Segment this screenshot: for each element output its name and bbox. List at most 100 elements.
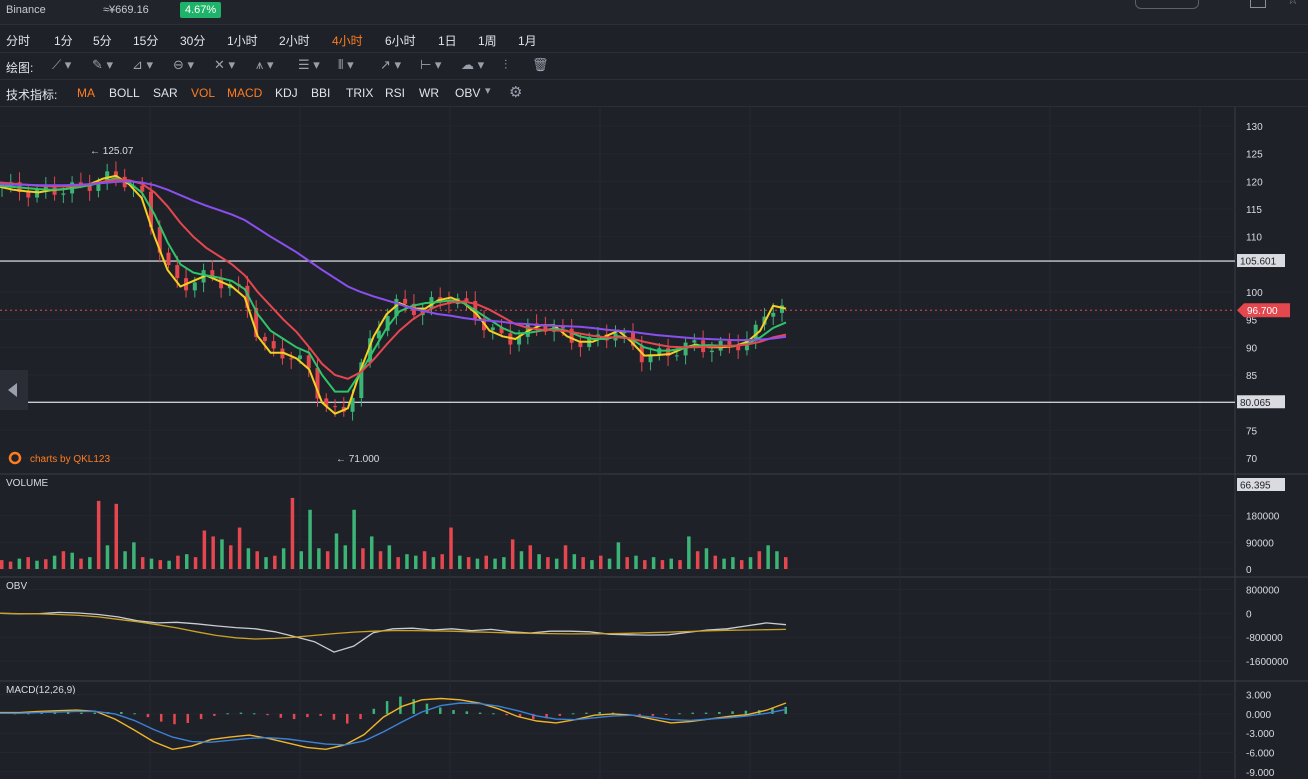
y-tick-label: 100 (1246, 288, 1263, 299)
volume-bar (669, 558, 673, 569)
macd-histogram-bar (439, 707, 442, 714)
volume-bar (273, 555, 277, 569)
volume-bar (202, 530, 207, 569)
tf-item[interactable]: 2小时 (279, 34, 310, 48)
volume-bar (466, 557, 471, 569)
macd-histogram-bar (306, 713, 309, 718)
tf-item[interactable]: 1日 (438, 34, 457, 48)
mode-pill[interactable] (1135, 0, 1199, 9)
macd-histogram-bar (412, 699, 415, 714)
volume-bar (325, 551, 330, 569)
tf-item[interactable]: 1周 (478, 34, 497, 48)
volume-bar (607, 558, 612, 569)
cross-tool-icon[interactable]: ✕ ▾ (214, 57, 236, 72)
volume-bar (158, 560, 163, 569)
y-tick-label: 90000 (1246, 538, 1274, 549)
volume-bar (105, 545, 110, 569)
y-tick-label: -800000 (1246, 633, 1283, 644)
price-level-tag (1237, 254, 1285, 268)
chevron-down-icon[interactable]: ▾ (485, 85, 491, 97)
exchange-name: Binance (6, 4, 46, 16)
volume-bar (510, 539, 515, 569)
tf-item[interactable]: 1分 (54, 34, 73, 48)
ind-boll[interactable]: BOLL (109, 86, 140, 100)
macd-histogram-bar (678, 713, 681, 715)
macd-histogram-bar (93, 712, 97, 714)
volume-bar (167, 560, 171, 569)
candle-body (674, 355, 679, 357)
candle-body (324, 398, 329, 407)
ind-macd[interactable]: MACD (227, 86, 263, 100)
candle-body (306, 355, 311, 369)
tf-item[interactable]: 30分 (180, 34, 206, 48)
tf-item[interactable]: 15分 (133, 34, 159, 48)
candle-body (569, 328, 574, 343)
tf-item[interactable]: 5分 (93, 34, 112, 48)
macd-histogram-bar (80, 712, 83, 714)
y-tick-label: 115 (1246, 205, 1262, 216)
pen-tool-icon[interactable]: ✎ ▾ (92, 57, 114, 72)
chart-toggle-icon[interactable]: ⫶ (504, 57, 508, 72)
volume-bar (775, 551, 779, 569)
star-icon[interactable]: ☆ (1287, 0, 1301, 7)
y-tick-label: -1600000 (1246, 657, 1289, 668)
volume-bar (343, 545, 348, 569)
tf-item-active[interactable]: 4小时 (332, 34, 363, 48)
ray-tool-icon[interactable]: ⊿ ▾ (132, 57, 154, 72)
candle-body (753, 324, 758, 340)
volume-bar (458, 555, 462, 569)
timeframe-bar: 分时 1分 5分 15分 30分 1小时 2小时 4小时 6小时 1日 1周 1… (0, 26, 1308, 53)
volume-bar (616, 542, 621, 569)
ind-sar[interactable]: SAR (153, 86, 178, 100)
volume-bar (246, 548, 251, 569)
candle-body (245, 285, 250, 308)
trash-icon[interactable]: 🗑 (532, 57, 549, 72)
candle-body (192, 282, 197, 291)
candle-body (683, 342, 688, 356)
y-tick-label: 70 (1246, 454, 1258, 465)
gear-icon[interactable]: ⚙ (509, 84, 523, 101)
measure-tool-icon[interactable]: ⊢ ▾ (420, 57, 442, 72)
tf-item[interactable]: 1月 (518, 34, 537, 48)
ind-kdj[interactable]: KDJ (275, 86, 298, 100)
macd-histogram-bar (133, 713, 136, 715)
chart-canvas[interactable]: 130 125 120 115 110 100 95 90 85 75 70 105.601 80.06… (0, 107, 1308, 779)
fibonacci-tool-icon[interactable]: ☰ ▾ (298, 57, 320, 72)
ind-bbi[interactable]: BBI (311, 86, 331, 100)
obv-line-1 (0, 612, 787, 640)
ind-obv[interactable]: OBV (455, 86, 481, 100)
comment-tool-icon[interactable]: ☁ ▾ (461, 57, 485, 72)
watermark-text: charts by QKL123 (30, 454, 110, 465)
ind-rsi[interactable]: RSI (385, 86, 406, 100)
volume-readout-tag (1237, 478, 1285, 491)
volume-bar (704, 548, 709, 569)
ind-vol[interactable]: VOL (191, 86, 216, 100)
y-tick-label: -6.000 (1246, 749, 1275, 760)
volume-bar (634, 555, 638, 569)
arrow-tool-icon[interactable]: ↗ ▾ (380, 57, 402, 72)
volume-bar (361, 548, 365, 569)
ind-wr[interactable]: WR (419, 86, 439, 100)
tf-item[interactable]: 分时 (6, 34, 31, 48)
circle-tool-icon[interactable]: ⊖ ▾ (173, 57, 195, 72)
candle-body (297, 355, 302, 360)
volume-bar (114, 503, 119, 569)
volume-bar (687, 536, 691, 569)
candle-body (175, 265, 180, 279)
ind-trix[interactable]: TRIX (346, 86, 374, 100)
collapse-sidebar-button[interactable] (0, 370, 28, 410)
candle-body (736, 344, 741, 351)
volume-bar (722, 558, 726, 569)
window-icon[interactable] (1250, 0, 1266, 8)
tf-item[interactable]: 6小时 (385, 34, 416, 48)
ind-ma[interactable]: MA (77, 86, 95, 100)
pattern-tool-icon[interactable]: ⩚ ▾ (256, 57, 274, 72)
candle-body (578, 342, 583, 347)
gann-tool-icon[interactable]: ⫴ ▾ (338, 57, 354, 72)
candle-body (113, 171, 118, 177)
indicator-bar: 技术指标: MA BOLL SAR VOL MACD KDJ BBI TRIX … (0, 80, 1308, 107)
y-tick-label: 0 (1246, 609, 1252, 620)
tf-item[interactable]: 1小时 (227, 34, 258, 48)
volume-bar (220, 539, 224, 569)
line-tool-icon[interactable]: ⟋ ▾ (52, 57, 72, 72)
